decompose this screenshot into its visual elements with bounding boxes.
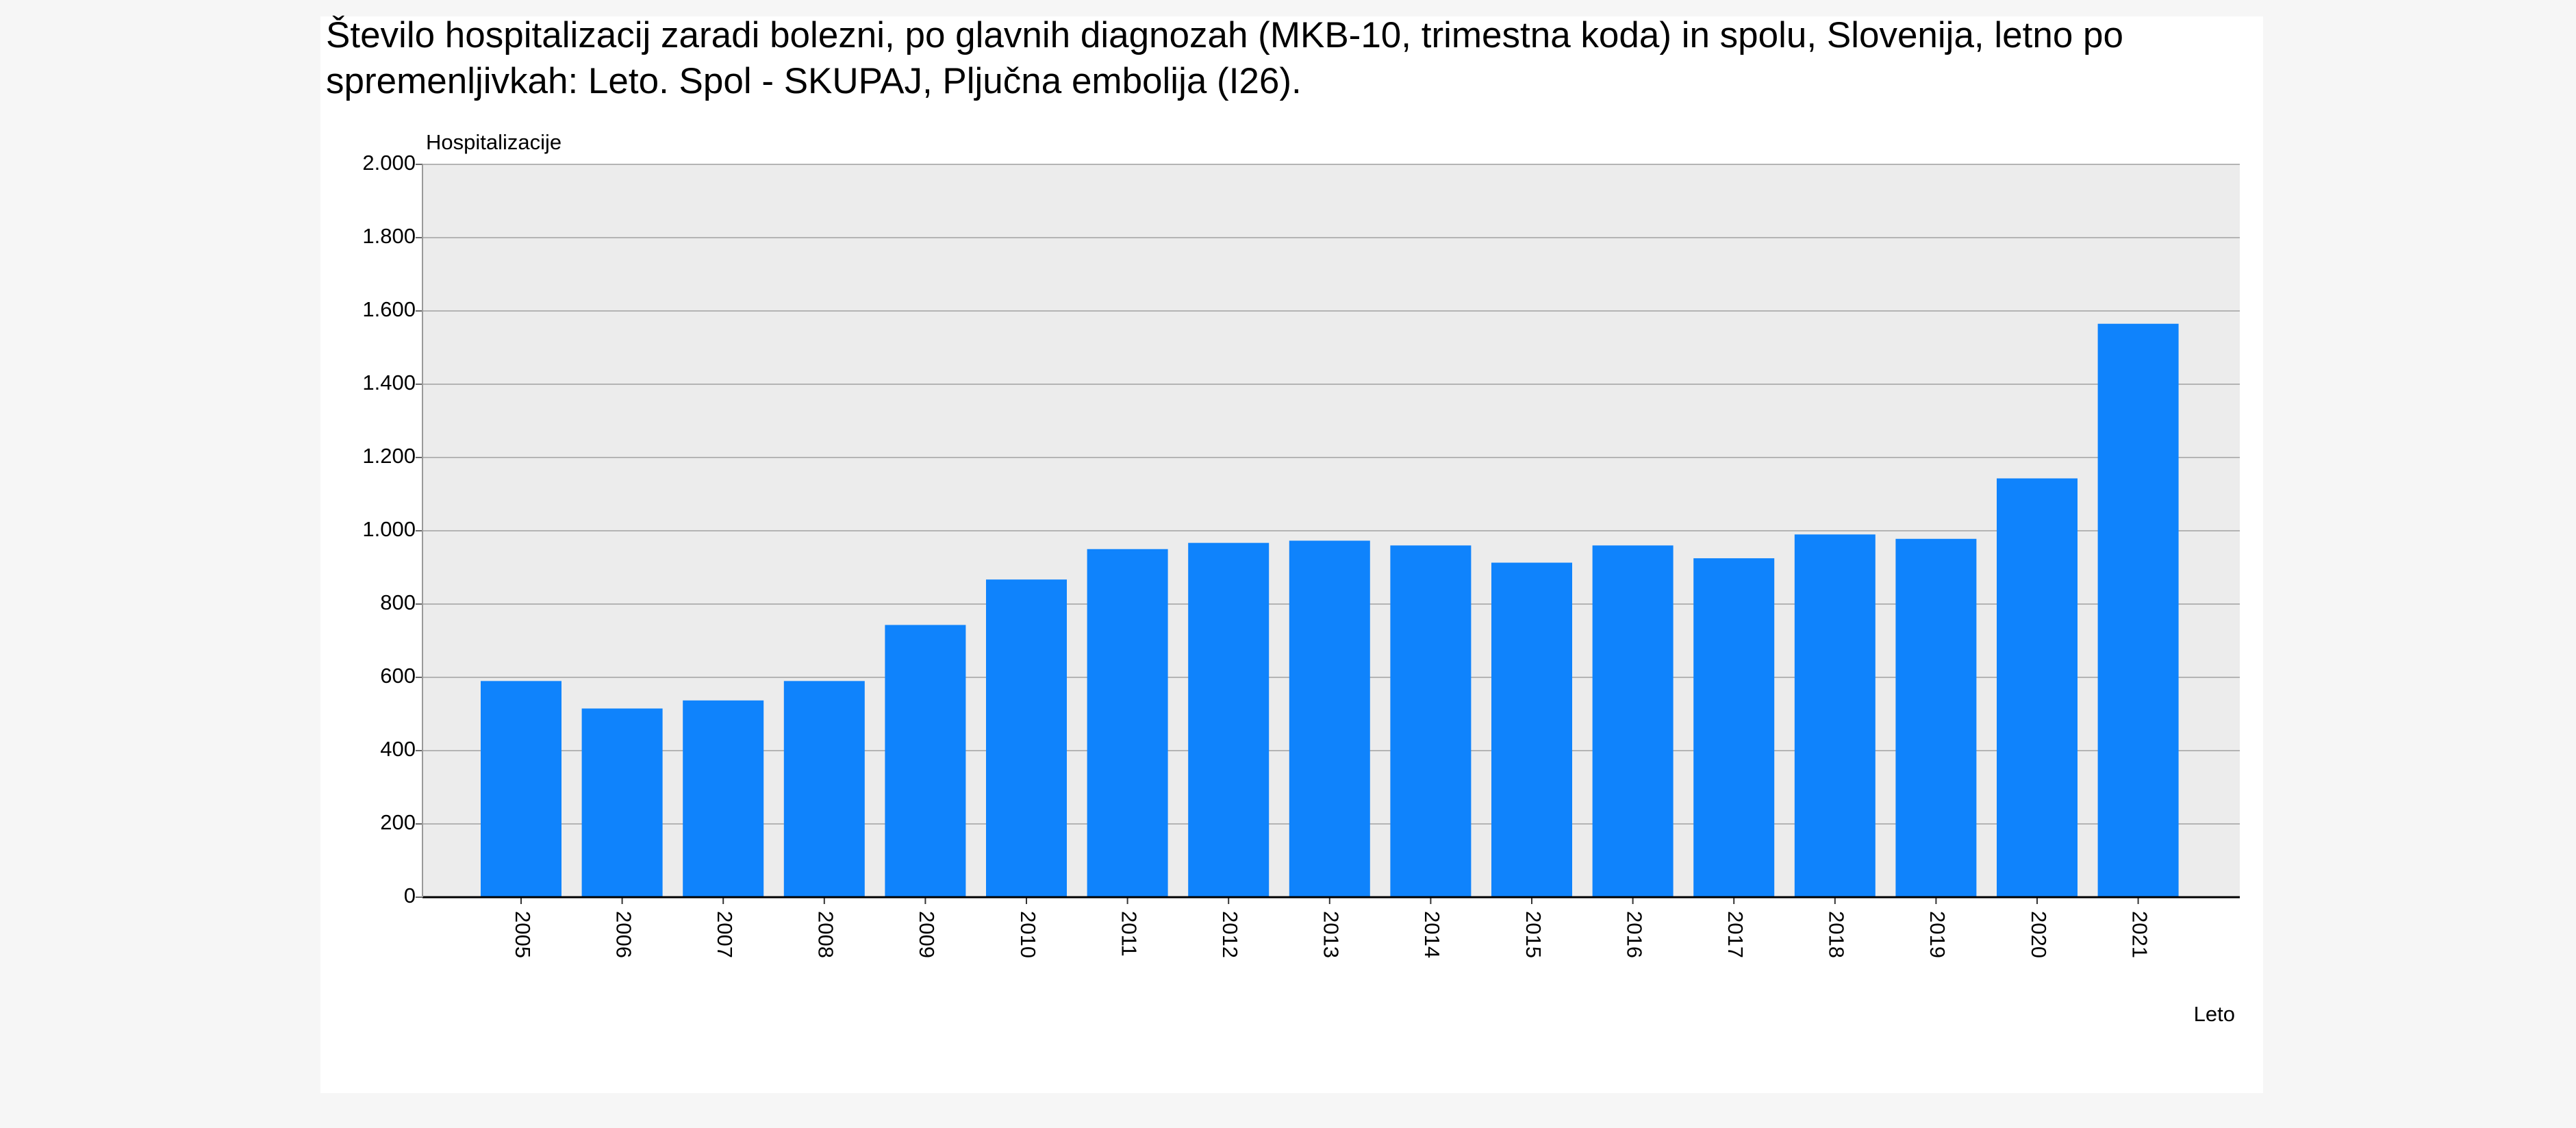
- bar: [1794, 534, 1876, 897]
- bar: [1087, 549, 1168, 897]
- chart-title: Število hospitalizacij zaradi bolezni, p…: [326, 15, 2123, 101]
- x-tick-label: 2020: [2027, 911, 2051, 958]
- y-tick-label: 1.400: [362, 371, 416, 394]
- x-tick-label: 2006: [611, 911, 635, 958]
- x-tick-label: 2014: [1420, 911, 1444, 958]
- x-tick-label: 2016: [1622, 911, 1646, 958]
- y-axis-label: Hospitalizacije: [426, 130, 561, 154]
- bar: [1997, 478, 2078, 897]
- y-tick-label: 1.200: [362, 444, 416, 468]
- bar: [1592, 545, 1674, 897]
- y-tick-label: 2.000: [362, 151, 416, 175]
- x-tick-label: 2021: [2127, 911, 2151, 958]
- x-tick-label: 2008: [814, 911, 838, 958]
- x-tick-label: 2013: [1319, 911, 1343, 958]
- bar: [986, 579, 1067, 897]
- bar: [885, 625, 966, 897]
- bar: [481, 681, 561, 897]
- y-tick-label: 0: [404, 883, 416, 907]
- bar: [2097, 323, 2179, 898]
- bar: [1491, 562, 1572, 897]
- x-tick-label: 2005: [511, 911, 535, 958]
- bar: [1188, 542, 1270, 897]
- bar: [1693, 558, 1775, 897]
- y-tick-label: 1.800: [362, 224, 416, 248]
- y-tick-label: 1.600: [362, 297, 416, 321]
- x-tick-label: 2017: [1723, 911, 1747, 958]
- x-tick-label: 2011: [1117, 911, 1141, 957]
- bar: [1390, 545, 1472, 897]
- bar: [683, 700, 764, 897]
- x-tick-label: 2009: [915, 911, 939, 958]
- bar: [581, 708, 663, 897]
- y-tick-label: 400: [380, 737, 416, 761]
- bar: [1895, 538, 1977, 897]
- y-tick-label: 1.000: [362, 517, 416, 541]
- x-tick-label: 2010: [1016, 911, 1040, 958]
- x-tick-label: 2015: [1521, 911, 1545, 958]
- bar: [1289, 540, 1370, 897]
- x-tick-label: 2019: [1925, 911, 1949, 958]
- x-tick-label: 2012: [1218, 911, 1242, 958]
- y-tick-label: 200: [380, 810, 416, 834]
- bar: [783, 681, 865, 897]
- y-tick-label: 600: [380, 664, 416, 688]
- x-tick-label: 2007: [713, 911, 737, 958]
- x-axis-label: Leto: [2194, 1002, 2235, 1026]
- x-tick-label: 2018: [1825, 911, 1849, 958]
- y-tick-label: 800: [380, 590, 416, 614]
